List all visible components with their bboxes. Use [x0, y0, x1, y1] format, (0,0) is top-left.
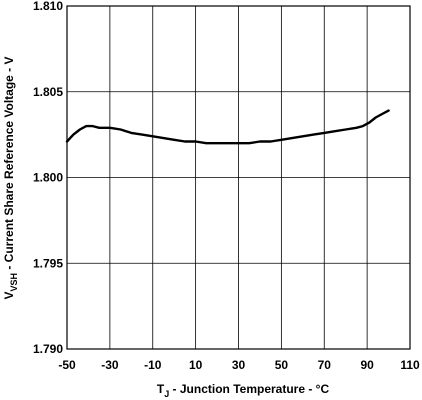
grid: [66, 5, 411, 350]
y-axis-title-rest: - Current Share Reference Voltage - V: [2, 56, 16, 273]
y-axis-title: VVSH - Current Share Reference Voltage -…: [2, 56, 19, 299]
x-tick-labels: -50 -30 -10 10 30 50 70 90 110: [58, 358, 420, 372]
x-tick-label: -30: [101, 358, 119, 372]
x-tick-label: 10: [189, 358, 203, 372]
y-axis-title-main: V: [2, 292, 16, 300]
plot-frame: [66, 5, 411, 350]
x-axis-title: TJ - Junction Temperature - °C: [157, 382, 330, 399]
x-tick-label: 70: [318, 358, 332, 372]
y-axis-title-sub: VSH: [9, 273, 19, 292]
series-layer: [65, 109, 390, 145]
x-axis-title-rest: - Junction Temperature - °C: [169, 382, 329, 396]
y-tick-label: 1.805: [33, 85, 63, 99]
series-line: [65, 109, 390, 145]
y-tick-label: 1.790: [33, 342, 63, 356]
x-tick-label: 90: [360, 358, 374, 372]
x-tick-label: -10: [144, 358, 162, 372]
y-tick-label: 1.800: [33, 171, 63, 185]
x-axis-title-sub: J: [164, 389, 169, 399]
y-tick-label: 1.795: [33, 256, 63, 270]
x-tick-label: 30: [232, 358, 246, 372]
x-tick-label: 50: [275, 358, 289, 372]
x-tick-label: -50: [58, 358, 76, 372]
y-tick-labels: 1.790 1.795 1.800 1.805 1.810: [33, 0, 63, 356]
x-tick-label: 110: [400, 358, 420, 372]
y-tick-label: 1.810: [33, 0, 63, 13]
x-axis-title-main: T: [157, 382, 165, 396]
